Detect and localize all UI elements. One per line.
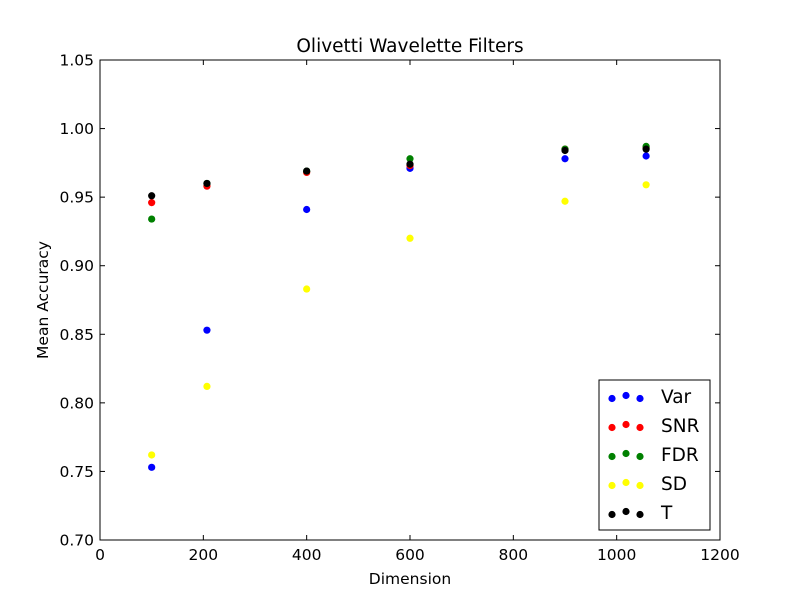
y-tick-label: 1.00 [59,120,94,138]
data-point-sd [406,234,414,242]
legend-marker [636,481,644,490]
legend-label: T [660,503,673,524]
legend-item-sd: SD [608,474,687,495]
x-tick-label: 600 [395,546,425,564]
data-point-t [406,160,414,168]
legend-item-t: T [608,503,673,524]
legend-marker [636,510,644,519]
data-point-var [203,326,211,334]
y-tick-label: 0.90 [59,257,94,275]
y-tick-label: 1.05 [59,52,94,70]
data-point-fdr [148,215,156,223]
legend-marker [622,449,630,458]
y-tick-label: 0.80 [59,394,94,412]
legend-label: SD [661,474,687,495]
chart-title: Olivetti Wavelette Filters [296,36,523,57]
legend-marker [608,452,616,461]
series-t [148,145,650,200]
legend-marker [608,423,616,432]
data-point-snr [148,199,156,207]
x-tick-label: 400 [292,546,322,564]
x-tick-label: 1200 [700,546,739,564]
x-axis-label: Dimension [369,570,451,588]
data-point-sd [561,197,569,205]
legend-marker [636,452,644,461]
legend-item-var: Var [608,387,692,408]
y-axis-label: Mean Accuracy [34,241,52,359]
legend-marker [622,391,630,400]
legend-marker [608,481,616,490]
legend: Var SNR FDR SD T [598,379,711,531]
x-tick-label: 200 [189,546,219,564]
data-point-sd [642,181,650,189]
data-point-var [148,463,156,471]
x-tick-label: 800 [499,546,529,564]
legend-box [598,379,711,531]
legend-marker [608,394,616,403]
legend-marker [608,510,616,519]
data-point-t [303,167,311,175]
data-point-fdr [406,155,414,163]
y-tick-label: 0.70 [59,532,94,550]
legend-marker [622,478,630,487]
data-point-t [148,192,156,200]
legend-item-snr: SNR [608,416,700,437]
data-point-sd [148,451,156,459]
legend-item-fdr: FDR [608,445,699,466]
x-tick-label: 1000 [597,546,636,564]
series-sd [148,181,650,459]
legend-marker [622,507,630,516]
legend-label: Var [661,387,692,408]
data-point-t [642,145,650,153]
y-tick-label: 0.75 [59,463,94,481]
legend-marker [622,420,630,429]
legend-label: SNR [661,416,700,437]
data-point-sd [203,382,211,390]
data-point-var [642,152,650,160]
plot-area: 0 200 400 600 800 1000 1200 0.70 0.75 0.80 0.85 0.9… [59,52,739,565]
data-point-var [303,205,311,214]
data-point-t [203,179,211,188]
data-point-sd [303,285,311,293]
y-tick-label: 0.95 [59,189,94,207]
y-tick-label: 0.85 [59,326,94,344]
legend-marker [636,394,644,403]
legend-label: FDR [661,445,699,466]
legend-marker [636,423,644,432]
data-point-t [561,146,569,155]
x-tick-label: 0 [95,546,105,564]
data-point-var [561,155,569,163]
